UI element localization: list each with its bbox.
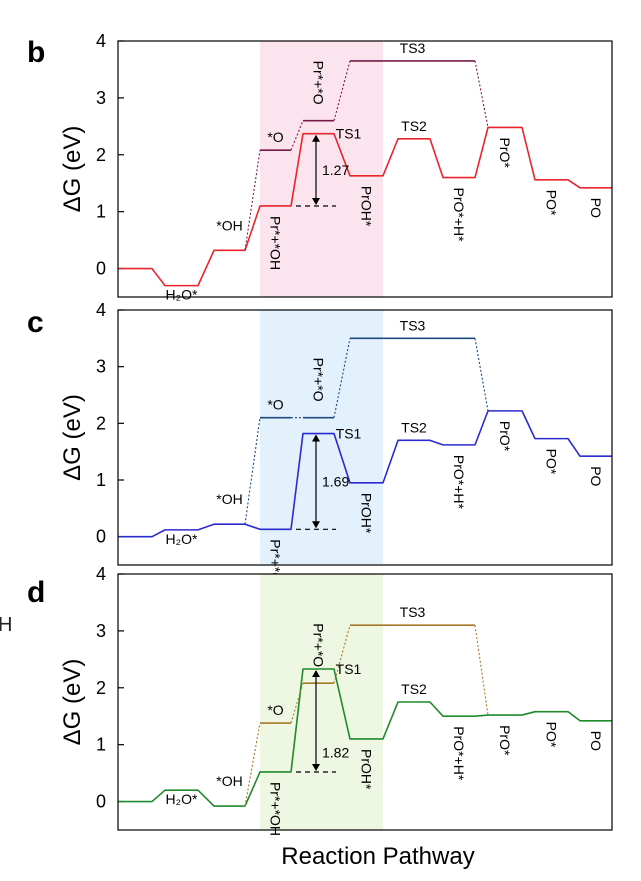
alt-connector	[290, 120, 304, 151]
state-label: H₂O*	[166, 287, 198, 303]
y-tick-label: 3	[96, 621, 106, 641]
state-label: PO	[588, 731, 604, 751]
barrier-arrow-head-up	[312, 670, 320, 678]
state-label: Pr*+*O	[311, 61, 327, 105]
panel-letter: d	[27, 576, 45, 609]
state-label: TS1	[336, 426, 362, 442]
state-label: PrO*	[497, 725, 513, 756]
state-label: *OH	[216, 773, 242, 789]
y-tick-label: 1	[96, 470, 106, 490]
state-label: TS3	[400, 604, 426, 620]
alt-connector	[474, 60, 489, 128]
barrier-arrow-head-up	[312, 434, 320, 442]
alt-connector	[474, 625, 489, 716]
state-label: PO*	[544, 190, 560, 216]
state-label: PrO*	[497, 421, 513, 452]
state-label: *O	[267, 397, 283, 413]
y-tick-label: 3	[96, 88, 106, 108]
state-label: TS1	[336, 661, 362, 677]
state-label: PrO*	[497, 137, 513, 168]
state-label: TS3	[400, 317, 426, 333]
alt-connector	[244, 417, 261, 525]
main-path-line	[118, 410, 612, 538]
panel-letter: b	[27, 36, 45, 69]
state-label: Pr*+*O	[311, 358, 327, 402]
barrier-value-label: 1.69	[322, 473, 349, 489]
state-label: PrOH*	[359, 186, 375, 227]
highlight-band	[260, 574, 383, 830]
state-label: *OH	[216, 217, 242, 233]
y-tick-label: 0	[96, 259, 106, 279]
main-path-line	[118, 668, 612, 807]
state-label: *O	[267, 702, 283, 718]
plot-frame	[117, 309, 613, 566]
alt-connector	[244, 722, 261, 807]
state-label: PO	[588, 466, 604, 486]
barrier-value-label: 1.27	[322, 162, 349, 178]
panel-letter: c	[27, 306, 44, 339]
alt-connector	[333, 338, 351, 418]
highlight-band	[260, 310, 383, 565]
y-tick-label: 3	[96, 357, 106, 377]
state-label: PrO*+H*	[451, 726, 467, 781]
state-label: Pr*+*O	[311, 623, 327, 667]
y-tick-label: 1	[96, 735, 106, 755]
state-label: PO	[588, 198, 604, 218]
state-label: Pr*+*OH	[268, 782, 284, 836]
state-label: Pr*+*OH	[268, 216, 284, 270]
state-label: H₂O*	[166, 531, 198, 547]
y-tick-label: 0	[96, 792, 106, 812]
alt-connector	[290, 683, 304, 724]
y-tick-label: 2	[96, 145, 106, 165]
state-label: *OH	[216, 491, 242, 507]
alt-connector	[244, 150, 261, 251]
y-tick-label: 0	[96, 527, 106, 547]
cropped-margin-glyph: H	[0, 614, 12, 636]
state-label: TS3	[400, 40, 426, 56]
y-tick-label: 1	[96, 202, 106, 222]
state-label: PrO*+H*	[451, 455, 467, 510]
state-label: PrOH*	[359, 749, 375, 790]
state-label: *O	[267, 129, 283, 145]
state-label: H₂O*	[166, 791, 198, 807]
state-label: TS2	[401, 681, 427, 697]
highlight-band	[260, 41, 383, 297]
y-tick-label: 4	[96, 564, 106, 584]
y-tick-label: 2	[96, 678, 106, 698]
state-label: TS1	[336, 126, 362, 142]
state-label: TS2	[401, 419, 427, 435]
panel-d: d 0 1 2 3 4 ΔG (eV) 1.82 H₂O* *OH Pr*+*OH TS1 PrOH* T…	[27, 564, 613, 836]
y-tick-label: 2	[96, 413, 106, 433]
y-axis-label: ΔG (eV)	[59, 659, 86, 746]
x-axis-label: Reaction Pathway	[281, 843, 474, 870]
barrier-value-label: 1.82	[322, 744, 349, 760]
alt-connector	[474, 338, 489, 411]
main-path-line	[118, 126, 612, 287]
barrier-arrow-head-up	[312, 134, 320, 142]
state-label: PrOH*	[359, 493, 375, 534]
plot-frame	[117, 573, 613, 831]
state-label: TS2	[401, 118, 427, 134]
plot-frame	[117, 40, 613, 298]
y-tick-label: 4	[96, 31, 106, 51]
y-axis-label: ΔG (eV)	[59, 126, 86, 213]
y-axis-label: ΔG (eV)	[59, 394, 86, 481]
state-label: PrO*+H*	[451, 188, 467, 243]
barrier-arrow-head-down	[312, 197, 320, 205]
panel-b: b 0 1 2 3 4 ΔG (eV) 1.27 H₂O* *OH Pr*+*OH TS1 PrOH* T…	[27, 31, 613, 303]
state-label: PO*	[544, 722, 560, 748]
barrier-arrow-head-down	[312, 521, 320, 529]
y-tick-label: 4	[96, 300, 106, 320]
barrier-arrow-head-down	[312, 763, 320, 771]
state-label: PO*	[544, 449, 560, 475]
